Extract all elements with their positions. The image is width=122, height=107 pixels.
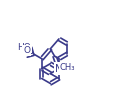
- Text: N: N: [55, 64, 63, 74]
- Text: O: O: [23, 46, 30, 55]
- Text: HO: HO: [17, 43, 31, 52]
- Text: CH₃: CH₃: [60, 63, 76, 72]
